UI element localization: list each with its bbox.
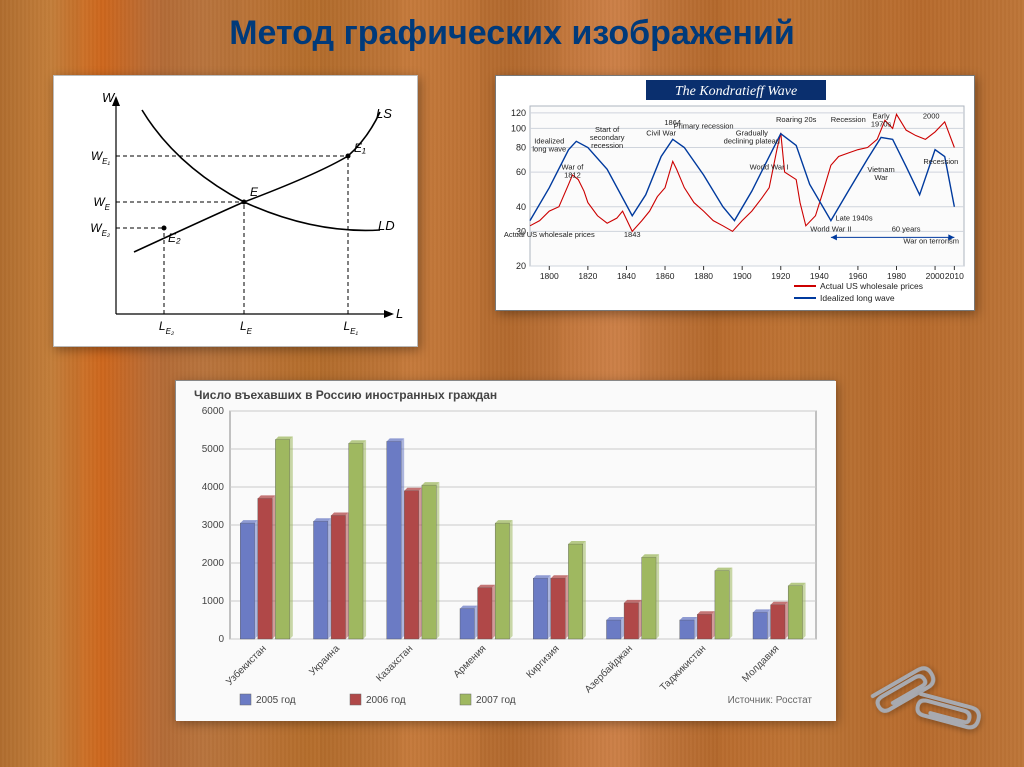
svg-text:1970s: 1970s (871, 120, 892, 129)
svg-text:120: 120 (511, 108, 526, 118)
svg-text:1860: 1860 (656, 271, 675, 281)
kondratieff-panel: The Kondratieff Wave20304060801001201800… (495, 75, 975, 311)
econ-diagram-panel: W L LS LD E E₁ E₂ WE₁ WE WE₂ LE₂ LE LE₁ (53, 75, 418, 347)
kondratieff-chart: The Kondratieff Wave20304060801001201800… (496, 76, 976, 312)
svg-text:80: 80 (516, 143, 526, 153)
svg-text:100: 100 (511, 123, 526, 133)
svg-text:4000: 4000 (202, 482, 225, 493)
svg-text:E: E (250, 185, 259, 199)
svg-text:5000: 5000 (202, 444, 225, 455)
bar-chart: Число въехавших в Россию иностранных гра… (176, 381, 836, 721)
svg-text:E₂: E₂ (168, 231, 181, 245)
svg-text:Idealized long wave: Idealized long wave (820, 293, 895, 303)
svg-text:War: War (874, 173, 888, 182)
svg-text:Late 1940s: Late 1940s (835, 214, 872, 223)
svg-text:2007 год: 2007 год (476, 695, 516, 706)
svg-text:LE₂: LE₂ (159, 319, 174, 336)
svg-text:Civil War: Civil War (646, 129, 676, 138)
svg-text:Recession: Recession (831, 115, 866, 124)
svg-text:Число въехавших в Россию иност: Число въехавших в Россию иностранных гра… (194, 388, 497, 402)
slide-title: Метод графических изображений (0, 0, 1024, 61)
svg-text:Primary recession: Primary recession (674, 121, 734, 130)
svg-text:1000: 1000 (202, 596, 225, 607)
svg-text:1980: 1980 (887, 271, 906, 281)
svg-text:2000: 2000 (926, 271, 945, 281)
svg-text:0: 0 (218, 634, 224, 645)
svg-text:L: L (396, 306, 403, 321)
svg-text:Roaring 20s: Roaring 20s (776, 115, 817, 124)
svg-text:1840: 1840 (617, 271, 636, 281)
svg-text:2000: 2000 (923, 112, 940, 121)
svg-text:1880: 1880 (694, 271, 713, 281)
svg-text:long wave: long wave (532, 144, 566, 153)
svg-text:2005 год: 2005 год (256, 695, 296, 706)
svg-text:1812: 1812 (564, 170, 581, 179)
svg-text:LE₁: LE₁ (343, 319, 358, 336)
svg-text:Actual US wholesale prices: Actual US wholesale prices (504, 230, 595, 239)
svg-text:2000: 2000 (202, 558, 225, 569)
svg-text:recession: recession (591, 141, 623, 150)
paperclips-decoration (846, 629, 1006, 749)
svg-text:1920: 1920 (771, 271, 790, 281)
svg-text:20: 20 (516, 261, 526, 271)
svg-text:The Kondratieff Wave: The Kondratieff Wave (675, 84, 797, 99)
svg-text:1940: 1940 (810, 271, 829, 281)
svg-text:60: 60 (516, 167, 526, 177)
svg-text:Источник: Росстат: Источник: Росстат (728, 695, 813, 706)
svg-text:2006 год: 2006 год (366, 695, 406, 706)
svg-text:6000: 6000 (202, 406, 225, 417)
svg-text:60 years: 60 years (892, 224, 921, 233)
svg-text:LS: LS (376, 106, 392, 121)
svg-text:Recession: Recession (923, 157, 958, 166)
svg-text:1820: 1820 (578, 271, 597, 281)
svg-text:WE₂: WE₂ (90, 221, 110, 238)
svg-text:40: 40 (516, 202, 526, 212)
svg-text:LD: LD (378, 218, 395, 233)
svg-text:1900: 1900 (733, 271, 752, 281)
svg-text:3000: 3000 (202, 520, 225, 531)
svg-text:WE: WE (93, 195, 110, 212)
svg-text:World War II: World War II (810, 224, 851, 233)
svg-text:1960: 1960 (848, 271, 867, 281)
svg-text:1843: 1843 (624, 230, 641, 239)
svg-text:declining plateau: declining plateau (724, 137, 780, 146)
econ-diagram: W L LS LD E E₁ E₂ WE₁ WE WE₂ LE₂ LE LE₁ (54, 76, 419, 348)
svg-text:2010: 2010 (945, 271, 964, 281)
bar-chart-panel: Число въехавших в Россию иностранных гра… (175, 380, 835, 720)
svg-text:W: W (102, 90, 116, 105)
svg-text:WE₁: WE₁ (91, 149, 111, 166)
svg-text:1800: 1800 (540, 271, 559, 281)
svg-text:World War I: World War I (750, 162, 789, 171)
svg-text:Actual US wholesale prices: Actual US wholesale prices (820, 281, 923, 291)
svg-text:E₁: E₁ (354, 141, 366, 155)
svg-text:LE: LE (240, 319, 253, 336)
